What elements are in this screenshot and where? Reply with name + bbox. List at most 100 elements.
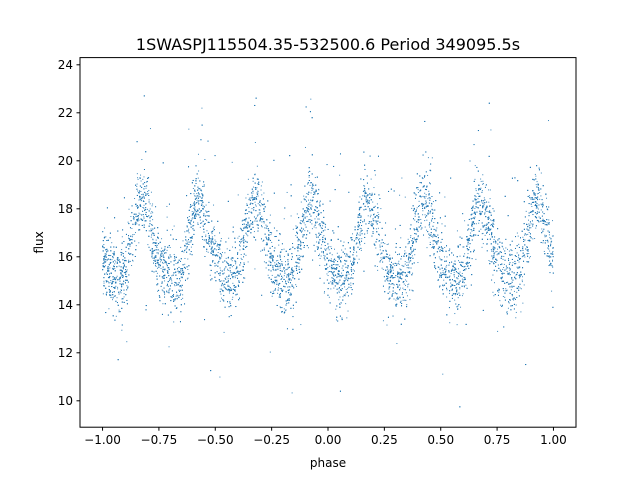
data-point — [542, 202, 544, 204]
data-point — [506, 311, 508, 313]
data-point — [340, 275, 342, 277]
data-point — [302, 218, 304, 220]
data-point — [219, 288, 221, 290]
data-point — [422, 195, 424, 197]
data-point — [107, 281, 109, 283]
data-point — [113, 252, 115, 254]
data-point — [492, 262, 494, 264]
data-point — [413, 237, 415, 239]
data-point — [493, 252, 495, 254]
data-point — [357, 234, 359, 236]
data-point — [488, 189, 490, 191]
data-point — [210, 252, 212, 254]
data-point — [356, 255, 358, 257]
data-point — [485, 227, 487, 229]
data-point — [474, 208, 476, 210]
data-point — [349, 255, 351, 257]
data-point — [252, 198, 254, 200]
data-point — [206, 230, 208, 232]
data-point — [384, 243, 386, 245]
data-point — [288, 275, 290, 277]
data-point — [518, 243, 520, 245]
data-point — [308, 206, 310, 208]
data-point — [183, 251, 185, 253]
data-point — [516, 252, 518, 254]
data-point — [300, 248, 302, 250]
data-point — [332, 263, 334, 265]
data-point — [235, 272, 237, 274]
data-point — [528, 232, 530, 234]
data-point — [110, 255, 112, 257]
data-point — [248, 197, 250, 199]
data-point — [103, 266, 105, 268]
data-point — [372, 217, 374, 219]
data-point — [150, 228, 152, 230]
data-point — [162, 262, 164, 264]
data-point — [442, 285, 444, 287]
data-point — [232, 277, 234, 279]
data-point — [281, 261, 283, 263]
data-point — [126, 269, 128, 271]
data-point — [251, 194, 253, 196]
data-point — [338, 292, 340, 294]
data-point — [288, 281, 290, 283]
data-point — [173, 225, 175, 227]
data-point — [552, 220, 554, 222]
data-point — [509, 283, 511, 285]
data-point — [260, 205, 262, 207]
data-point — [337, 273, 339, 275]
data-point — [480, 213, 482, 215]
data-point — [498, 288, 500, 290]
data-point — [142, 178, 144, 180]
data-point — [345, 293, 347, 295]
data-point — [283, 278, 285, 280]
data-point — [469, 240, 471, 242]
data-point — [213, 249, 215, 251]
data-point — [214, 243, 216, 245]
data-point — [544, 234, 546, 236]
data-point — [549, 264, 551, 266]
data-point — [104, 285, 106, 287]
data-point — [353, 263, 355, 265]
data-point — [396, 297, 398, 299]
data-point — [105, 236, 107, 238]
data-point — [490, 249, 492, 251]
data-point — [287, 280, 289, 282]
data-point — [256, 215, 258, 217]
data-point — [238, 273, 240, 275]
data-point — [461, 295, 463, 297]
data-point — [187, 221, 189, 223]
data-point — [239, 242, 241, 244]
data-point — [201, 222, 203, 224]
data-point — [347, 278, 349, 280]
data-point — [335, 308, 337, 310]
data-point — [266, 254, 268, 256]
data-point — [323, 235, 325, 237]
data-point — [499, 300, 501, 302]
data-point — [438, 256, 440, 258]
data-point — [261, 221, 263, 223]
data-point — [246, 227, 248, 229]
data-point — [417, 262, 419, 264]
data-point — [257, 191, 259, 193]
data-point — [173, 299, 175, 301]
data-point — [485, 224, 487, 226]
data-point — [133, 233, 135, 235]
data-point — [417, 191, 419, 193]
data-point — [516, 291, 518, 293]
data-point — [301, 230, 303, 232]
data-point — [304, 224, 306, 226]
data-point — [426, 219, 428, 221]
data-point — [288, 273, 290, 275]
data-point — [395, 299, 397, 301]
data-point — [182, 297, 184, 299]
data-point — [108, 270, 110, 272]
data-point — [432, 201, 434, 203]
data-point — [334, 248, 336, 250]
data-point — [173, 284, 175, 286]
data-point — [240, 257, 242, 259]
data-point — [460, 306, 462, 308]
data-point — [336, 277, 338, 279]
data-point — [238, 235, 240, 237]
data-point — [105, 280, 107, 282]
